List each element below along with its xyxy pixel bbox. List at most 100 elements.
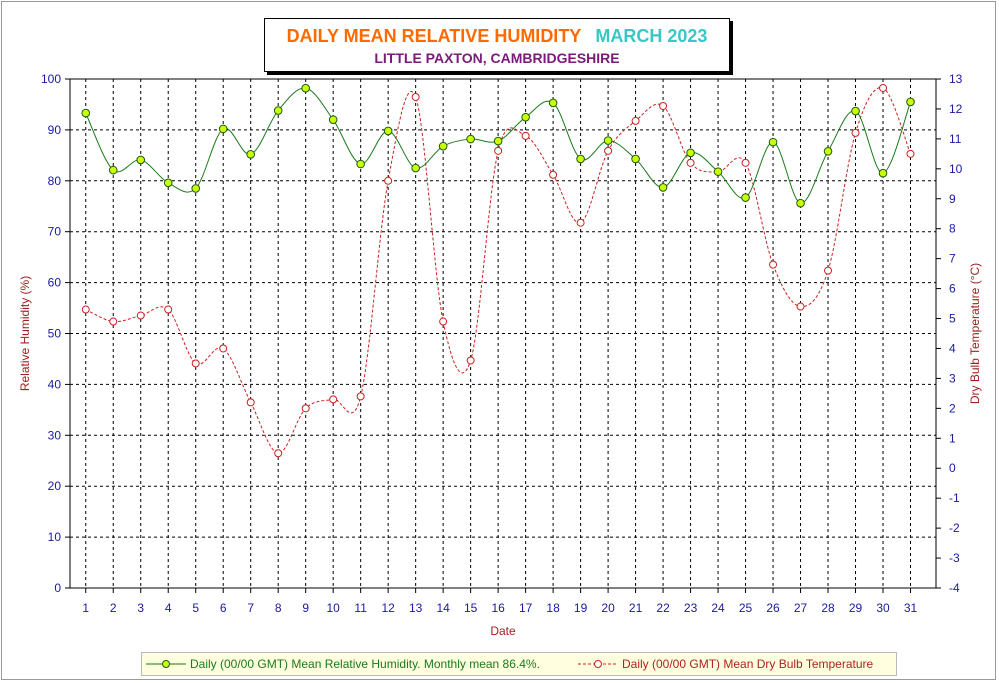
chart-subtitle: LITTLE PAXTON, CAMBRIDGESHIRE	[374, 50, 620, 66]
point-humidity	[576, 154, 585, 164]
legend-label-humidity: Daily (00/00 GMT) Mean Relative Humidity…	[190, 657, 540, 671]
x-tick-label: 4	[165, 601, 172, 615]
point-temperature	[576, 218, 585, 227]
y2-tick-label: -3	[949, 551, 960, 565]
point-humidity	[906, 97, 915, 107]
chart-legend: Daily (00/00 GMT) Mean Relative Humidity…	[141, 652, 897, 676]
point-temperature	[906, 149, 915, 158]
y-tick-label: 90	[48, 123, 62, 137]
legend-label-temperature: Daily (00/00 GMT) Mean Dry Bulb Temperat…	[622, 657, 874, 671]
point-humidity	[383, 126, 393, 136]
y-tick-label: 100	[41, 72, 61, 86]
point-humidity	[108, 165, 118, 175]
x-tick-label: 7	[247, 601, 254, 615]
point-temperature	[439, 317, 448, 326]
x-tick-label: 26	[766, 601, 780, 615]
chart-title-month: MARCH 2023	[595, 26, 708, 46]
x-tick-label: 25	[739, 601, 753, 615]
point-humidity	[81, 108, 91, 118]
x-tick-label: 3	[137, 601, 144, 615]
point-humidity	[796, 198, 805, 208]
y2-tick-label: 0	[949, 461, 956, 475]
legend-item-temperature: Daily (00/00 GMT) Mean Dry Bulb Temperat…	[578, 657, 873, 671]
y2-tick-label: 3	[949, 371, 956, 385]
y-tick-label: 30	[48, 428, 62, 442]
point-temperature	[604, 146, 613, 155]
point-temperature	[851, 128, 860, 137]
x-tick-label: 15	[464, 601, 478, 615]
x-tick-label: 29	[849, 601, 863, 615]
legend-swatch-humidity	[146, 660, 186, 668]
point-humidity	[493, 136, 503, 146]
y-tick-label: 0	[54, 581, 61, 595]
point-humidity	[713, 167, 723, 176]
point-humidity	[823, 146, 833, 156]
y2-tick-label: -2	[949, 521, 960, 535]
y-tick-label: 20	[48, 479, 62, 493]
x-tick-label: 22	[656, 601, 670, 615]
x-tick-label: 11	[354, 601, 367, 615]
point-temperature	[824, 266, 833, 275]
point-temperature	[796, 302, 805, 311]
series-line-temperature	[85, 87, 911, 454]
point-temperature	[411, 92, 420, 101]
point-humidity	[273, 106, 283, 115]
y2-tick-label: 6	[949, 282, 956, 296]
point-humidity	[191, 184, 201, 193]
x-tick-label: 20	[601, 601, 615, 615]
x-tick-label: 19	[574, 601, 588, 615]
y2-tick-label: 8	[949, 222, 956, 236]
point-temperature	[274, 449, 283, 458]
x-tick-label: 12	[381, 601, 395, 615]
point-humidity	[163, 178, 173, 188]
x-tick-label: 28	[821, 601, 835, 615]
point-humidity	[768, 137, 778, 147]
chart-title: DAILY MEAN RELATIVE HUMIDITY	[286, 26, 582, 46]
point-humidity	[521, 112, 530, 122]
point-temperature	[136, 311, 145, 320]
point-humidity	[218, 124, 228, 134]
x-tick-label: 27	[794, 601, 808, 615]
y-tick-label: 60	[48, 276, 62, 290]
chart-title-box: DAILY MEAN RELATIVE HUMIDITY MARCH 2023 L…	[264, 18, 730, 72]
point-temperature	[494, 146, 503, 155]
point-temperature	[549, 170, 558, 179]
point-humidity	[741, 193, 750, 202]
point-temperature	[686, 158, 695, 167]
x-tick-label: 31	[904, 601, 918, 615]
y2-axis-label: Dry Bulb Temperature (°C)	[968, 263, 982, 404]
point-temperature	[741, 158, 750, 167]
y-tick-label: 40	[48, 377, 62, 391]
point-humidity	[878, 168, 888, 178]
legend-item-humidity: Daily (00/00 GMT) Mean Relative Humidity…	[146, 657, 540, 671]
x-tick-label: 2	[110, 601, 117, 615]
x-tick-label: 13	[409, 601, 423, 615]
y2-tick-label: 13	[949, 72, 963, 86]
y2-tick-label: 12	[949, 102, 963, 116]
x-tick-label: 8	[275, 601, 282, 615]
y2-tick-label: -4	[949, 581, 960, 595]
y-tick-label: 50	[48, 327, 62, 341]
point-humidity	[466, 134, 475, 144]
point-temperature	[109, 317, 118, 326]
point-temperature	[769, 260, 778, 269]
y-tick-label: 70	[48, 225, 62, 239]
legend-swatch-temperature	[578, 660, 618, 668]
point-humidity	[328, 115, 338, 125]
point-humidity	[411, 163, 420, 173]
y-tick-label: 10	[48, 530, 62, 544]
x-axis-label: Date	[490, 624, 516, 638]
point-temperature	[631, 116, 640, 125]
point-temperature	[384, 176, 393, 185]
x-tick-label: 16	[491, 601, 505, 615]
x-tick-label: 24	[711, 601, 725, 615]
point-humidity	[686, 148, 695, 158]
point-temperature	[81, 305, 90, 314]
x-tick-label: 9	[302, 601, 309, 615]
point-humidity	[548, 98, 558, 108]
plot-area-border	[69, 78, 937, 589]
point-humidity	[603, 136, 613, 145]
point-temperature	[219, 344, 228, 353]
y2-tick-label: 10	[949, 162, 963, 176]
